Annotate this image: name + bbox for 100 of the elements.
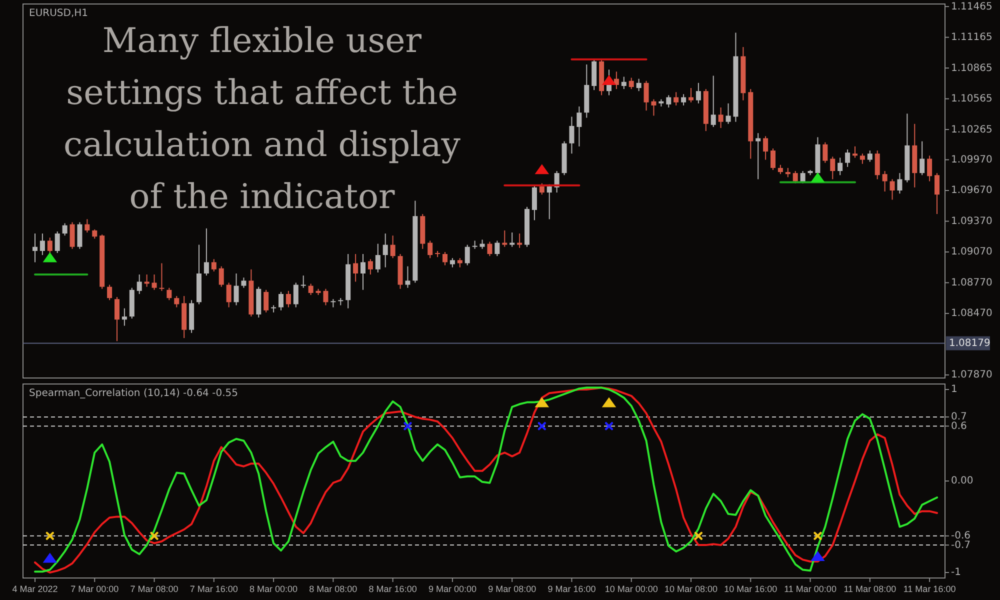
candlestick [546, 184, 552, 220]
candlestick [159, 262, 164, 292]
y-tick-label: 1.08770 [951, 277, 992, 288]
x-tick-label: 10 Mar 00:00 [604, 584, 658, 594]
candlestick [442, 251, 448, 266]
candlestick [353, 254, 358, 282]
candlestick [54, 230, 60, 254]
candlestick [778, 164, 783, 175]
candlestick [852, 146, 858, 158]
candlestick [428, 240, 433, 259]
candlestick [122, 308, 127, 326]
y-tick-label: 1.09070 [951, 246, 992, 258]
candlestick [390, 235, 396, 259]
candlestick [651, 98, 656, 116]
candlestick [32, 233, 38, 263]
candlestick [710, 75, 716, 128]
candlestick [822, 142, 828, 164]
x-tick-label: 4 Mar 2022 [12, 584, 58, 594]
candlestick [144, 274, 150, 288]
ref-line-label: 1.08179 [949, 338, 990, 349]
x-tick-label: 7 Mar 16:00 [190, 584, 238, 594]
candlestick [174, 296, 180, 308]
x-tick-label: 8 Mar 00:00 [250, 584, 298, 594]
point [694, 532, 703, 540]
candlestick [718, 106, 724, 128]
y-tick-label: -0.7 [951, 540, 971, 551]
point [604, 422, 614, 430]
point [602, 76, 616, 85]
point [536, 164, 548, 174]
y-tick-label: -0.6 [951, 530, 971, 542]
candlestick [136, 274, 142, 294]
y-tick-label: 1.10865 [951, 62, 992, 74]
candlestick [368, 258, 373, 276]
chart-title: EURUSD,H1 [29, 8, 88, 19]
x-tick-label: 8 Mar 08:00 [309, 584, 358, 594]
candlestick [874, 150, 880, 180]
candlestick [107, 284, 112, 301]
candlestick [785, 167, 790, 178]
candlestick [241, 277, 246, 288]
point [602, 398, 616, 408]
candlestick [264, 289, 269, 313]
candlestick [890, 178, 895, 200]
candlestick [405, 266, 410, 288]
candlestick [70, 222, 75, 250]
candlestick [457, 258, 462, 268]
candlestick [628, 77, 634, 90]
y-tick-label: 1.11465 [951, 1, 992, 12]
y-tick-label: 1 [951, 384, 958, 396]
candlestick [763, 136, 768, 160]
candlestick [211, 258, 216, 272]
x-tick-label: 7 Mar 00:00 [70, 584, 119, 594]
candlestick [62, 222, 68, 236]
candlestick [517, 233, 522, 248]
point [812, 552, 824, 561]
x-tick-label: 9 Mar 16:00 [548, 584, 596, 594]
y-tick-label: 1.09670 [951, 185, 992, 196]
candlestick [934, 172, 940, 215]
candlestick [487, 241, 492, 257]
point [404, 422, 412, 430]
annotation: Many flexible user settings that affect the calculation and display of the indicator [64, 21, 462, 217]
x-tick-label: 7 Mar 08:00 [130, 584, 178, 594]
candlestick [644, 80, 649, 112]
candlestick [293, 282, 298, 308]
candlestick [218, 266, 224, 288]
y-tick-label: 1.09970 [951, 154, 992, 166]
x-tick-label: 9 Mar 00:00 [428, 584, 476, 594]
candlestick [360, 254, 366, 290]
candlestick [688, 88, 694, 103]
candlestick [450, 258, 455, 268]
candlestick [47, 237, 52, 255]
candlestick [532, 184, 537, 221]
candlestick [166, 287, 172, 301]
candlestick [234, 272, 239, 306]
y-tick-label: 1.11165 [951, 32, 992, 44]
candlestick [726, 102, 731, 124]
y-tick-label: 1.08470 [951, 308, 992, 320]
candlestick [382, 233, 388, 268]
y-tick-label: 0.6 [951, 420, 967, 432]
candlestick [472, 240, 478, 250]
candlestick [308, 283, 314, 296]
candlestick [226, 282, 232, 308]
y-tick-label: 1.09370 [951, 216, 992, 227]
candlestick [464, 244, 470, 266]
candlestick [927, 155, 932, 182]
candlestick [897, 172, 902, 194]
point [44, 253, 56, 262]
candlestick [152, 274, 157, 290]
point [536, 398, 548, 408]
candlestick [330, 298, 336, 308]
candlestick [480, 239, 485, 250]
candlestick [375, 243, 380, 273]
candlestick [681, 94, 686, 106]
candlestick [636, 78, 642, 92]
point [812, 173, 824, 182]
x-tick-label: 8 Mar 16:00 [368, 584, 417, 594]
candlestick [494, 240, 500, 257]
y-tick-label: 0.00 [951, 476, 974, 487]
candlestick [756, 132, 761, 180]
candlestick [92, 228, 98, 240]
point [44, 554, 56, 563]
